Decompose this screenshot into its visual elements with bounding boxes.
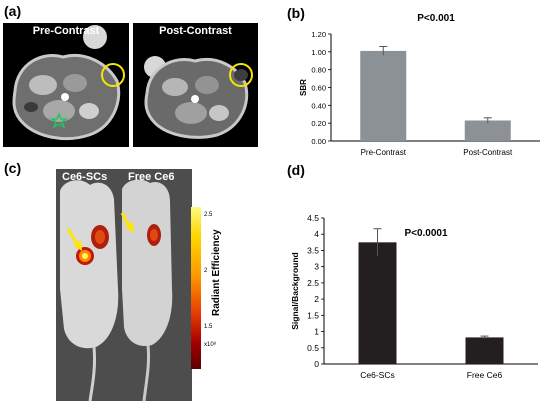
- tumor-highlight-circle: [229, 63, 253, 87]
- tumor-highlight-circle: [101, 63, 125, 87]
- mri-pre-contrast-image: Pre-Contrast: [3, 23, 129, 147]
- mri-post-annotations: [229, 63, 253, 87]
- colorbar-tick: 2: [204, 268, 208, 274]
- y-tick-label: 3: [314, 262, 319, 272]
- panel-label-b: (b): [287, 5, 305, 21]
- colorbar-tick: 2.5: [204, 212, 213, 218]
- y-tick-label: 2.5: [307, 278, 319, 288]
- y-tick-label: 0.00: [311, 137, 326, 146]
- y-tick-label: 4.5: [307, 213, 319, 223]
- mouse-fluorescence-scan: [56, 169, 192, 401]
- colorbar-tick: 1.5: [204, 324, 213, 330]
- mouse-tail-right: [142, 344, 150, 401]
- fluorescence-image: Ce6-SCs Free Ce6: [56, 169, 192, 401]
- mri-title-pre-contrast: Pre-Contrast: [32, 25, 100, 37]
- y-tick-label: 0.5: [307, 343, 319, 353]
- y-tick-label: 1.20: [311, 30, 326, 39]
- bar-post-contrast: [464, 120, 511, 141]
- panel-label-d: (d): [287, 162, 305, 178]
- y-tick-label: 0.80: [311, 66, 326, 75]
- x-category-label: Ce6-SCs: [360, 370, 394, 380]
- colorbar-title: Radiant Efficiency: [211, 229, 222, 316]
- mri-title-post-contrast: Post-Contrast: [159, 25, 232, 37]
- green-star-marker: [49, 111, 69, 129]
- chart-title: P<0.001: [417, 13, 455, 24]
- y-tick-label: 4: [314, 229, 319, 239]
- chart-title: P<0.0001: [404, 228, 448, 239]
- mri-pre-annotations: [49, 63, 125, 129]
- y-tick-label: 2: [314, 294, 319, 304]
- colorbar-scale-exponent: x10⁸: [204, 342, 217, 348]
- mouse-body-right: [122, 179, 173, 347]
- x-category-label: Pre-Contrast: [361, 148, 407, 157]
- y-axis-label: SBR: [299, 79, 308, 96]
- y-tick-label: 1: [314, 327, 319, 337]
- mri-pre-contrast-scan: [12, 25, 121, 141]
- title-ce6-scs: Ce6-SCs: [62, 171, 108, 183]
- y-tick-label: 0: [314, 359, 319, 369]
- y-tick-label: 0.40: [311, 101, 326, 110]
- y-axis-label: Signal/Background: [290, 252, 300, 329]
- mouse-tail-left: [88, 346, 96, 401]
- x-category-label: Post-Contrast: [463, 148, 513, 157]
- arrow-icon: [66, 228, 82, 251]
- mouse-body-left: [60, 180, 119, 349]
- panel-label-a: (a): [4, 3, 22, 19]
- mri-post-contrast-image: Post-Contrast: [133, 23, 258, 147]
- y-tick-label: 3.5: [307, 245, 319, 255]
- bar-pre-contrast: [360, 50, 407, 141]
- bar-free-ce6: [465, 337, 504, 364]
- panel-label-c: (c): [4, 160, 22, 176]
- y-tick-label: 1.5: [307, 310, 319, 320]
- x-category-label: Free Ce6: [467, 370, 503, 380]
- mri-post-contrast-scan: [144, 56, 249, 139]
- signal-background-bar-chart: P<0.0001 0 0.5 1 1.5 2 2.5 3 3.5 4 4.5 Signal/Backg…: [290, 213, 538, 380]
- y-tick-label: 0.20: [311, 119, 326, 128]
- sbr-bar-chart: P<0.001 0.00 0.20 0.40 0.60 0.80 1.00 1.20 SBR Pr…: [299, 13, 540, 157]
- bar-ce6-scs: [358, 242, 397, 364]
- title-free-ce6: Free Ce6: [128, 171, 175, 183]
- y-tick-label: 1.00: [311, 48, 326, 57]
- y-tick-label: 0.60: [311, 84, 326, 93]
- arrow-icon: [120, 212, 134, 233]
- radiant-efficiency-colorbar: [191, 207, 201, 369]
